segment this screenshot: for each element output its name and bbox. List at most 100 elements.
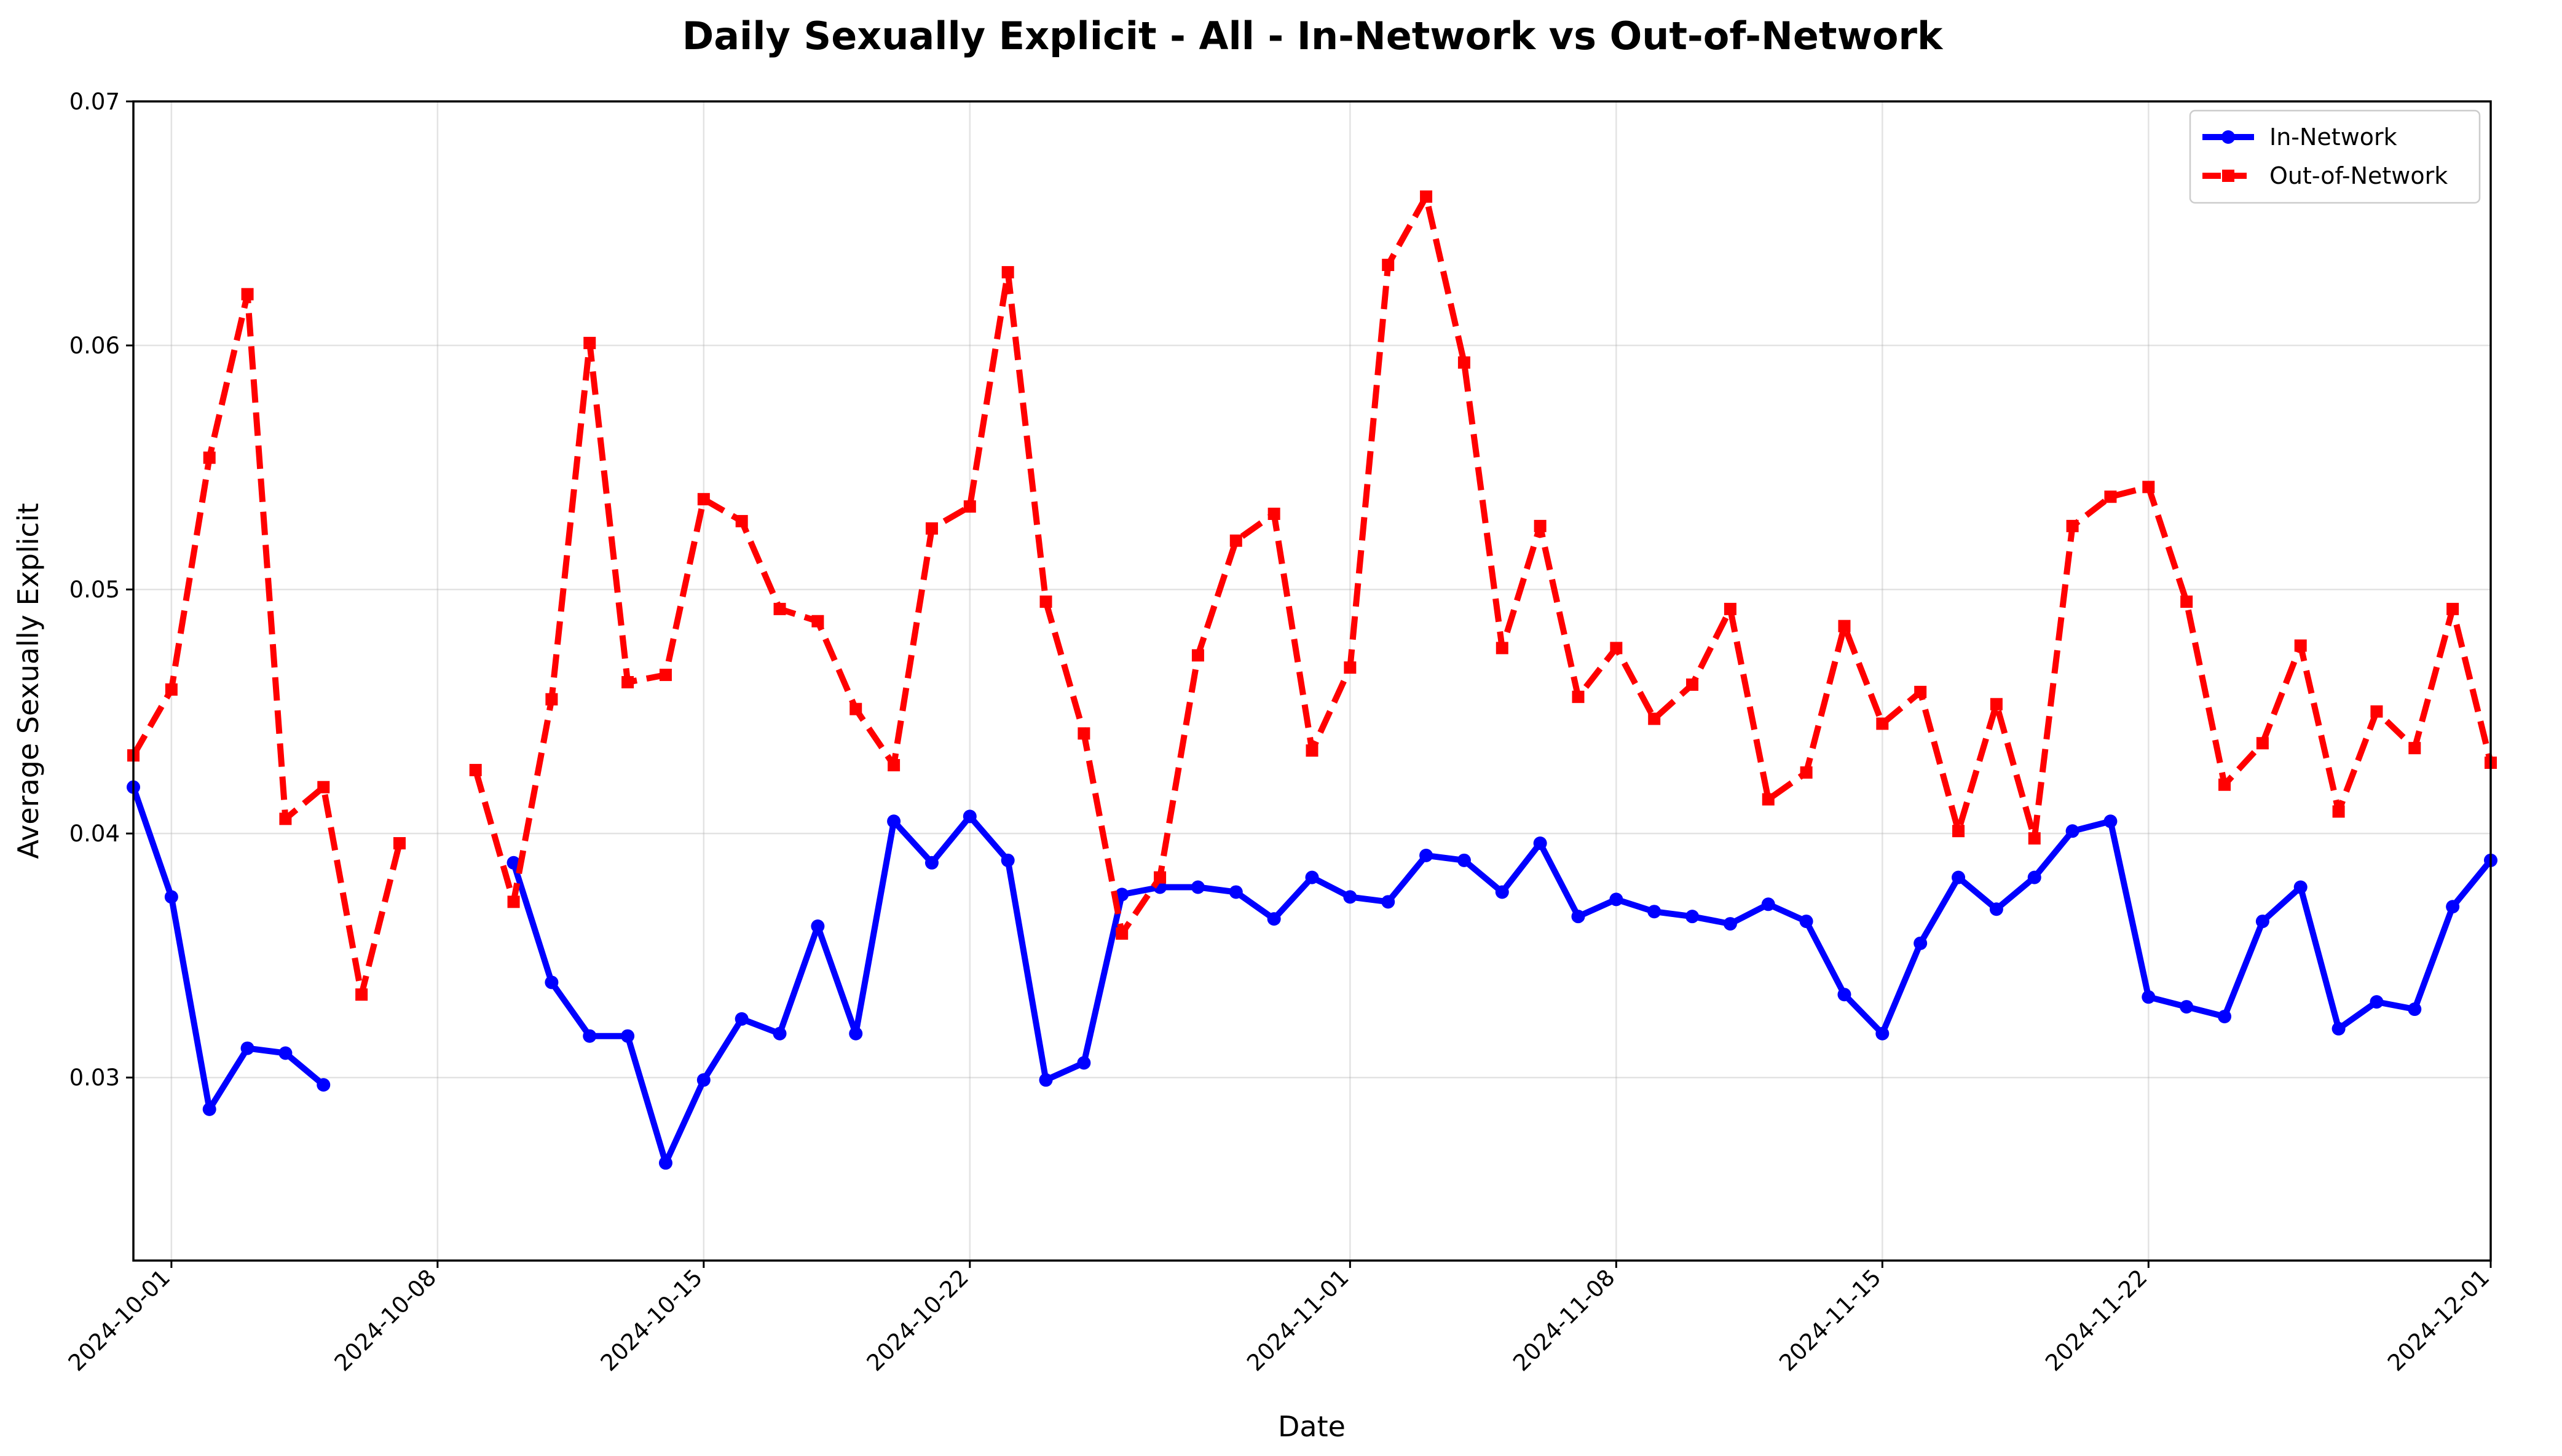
- data-point-out-of-network: [2294, 639, 2307, 652]
- data-point-in-network: [1647, 905, 1661, 919]
- data-point-out-of-network: [1496, 642, 1508, 655]
- data-point-in-network: [2293, 880, 2308, 894]
- data-point-in-network: [1457, 853, 1471, 867]
- data-point-in-network: [1989, 902, 2003, 916]
- y-tick-label: 0.03: [69, 1064, 120, 1091]
- data-point-out-of-network: [1800, 766, 1813, 779]
- data-point-in-network: [658, 1156, 672, 1170]
- data-point-out-of-network: [1306, 744, 1318, 757]
- series-line-in-network: [130, 784, 327, 1112]
- data-point-in-network: [924, 856, 939, 870]
- data-point-in-network: [1229, 885, 1243, 899]
- data-point-out-of-network: [241, 288, 254, 301]
- data-point-in-network: [811, 919, 825, 934]
- data-point-out-of-network: [621, 675, 634, 688]
- data-point-in-network: [202, 1102, 216, 1116]
- legend-marker-in-network: [2221, 130, 2235, 144]
- data-point-out-of-network: [1001, 266, 1014, 278]
- data-point-out-of-network: [279, 813, 292, 825]
- series-in-network: [127, 780, 2497, 1170]
- data-point-in-network: [849, 1026, 863, 1041]
- data-point-in-network: [1914, 936, 1928, 950]
- data-point-in-network: [2065, 824, 2079, 838]
- legend-label-in-network: In-Network: [2269, 124, 2397, 151]
- data-point-out-of-network: [1724, 602, 1736, 615]
- data-point-out-of-network: [2028, 832, 2041, 845]
- data-point-out-of-network: [2218, 778, 2231, 791]
- data-point-in-network: [1305, 870, 1319, 884]
- data-point-out-of-network: [1382, 259, 1395, 272]
- data-point-in-network: [2331, 1021, 2346, 1036]
- data-point-in-network: [1001, 853, 1015, 867]
- data-point-in-network: [963, 809, 977, 824]
- data-point-out-of-network: [1762, 793, 1775, 806]
- x-axis-label: Date: [1278, 1410, 1346, 1443]
- legend: In-Network Out-of-Network: [2189, 109, 2481, 204]
- data-point-in-network: [545, 975, 559, 990]
- data-point-in-network: [1723, 917, 1737, 931]
- data-point-out-of-network: [849, 702, 862, 715]
- data-point-in-network: [696, 1073, 711, 1087]
- data-point-in-network: [2027, 870, 2041, 884]
- data-point-out-of-network: [583, 337, 596, 350]
- data-point-out-of-network: [545, 693, 558, 706]
- data-point-out-of-network: [165, 683, 178, 696]
- data-point-in-network: [1419, 848, 1433, 862]
- data-point-in-network: [1952, 870, 1966, 884]
- data-point-out-of-network: [697, 493, 710, 506]
- data-point-in-network: [164, 890, 178, 904]
- y-tick-label: 0.04: [69, 820, 120, 847]
- data-point-in-network: [2142, 990, 2156, 1004]
- data-point-out-of-network: [203, 451, 216, 464]
- data-point-out-of-network: [2066, 519, 2079, 532]
- data-point-out-of-network: [507, 895, 520, 908]
- legend-label-out-of-network: Out-of-Network: [2269, 162, 2448, 189]
- data-point-out-of-network: [2180, 595, 2193, 608]
- chart-title: Daily Sexually Explicit - All - In-Netwo…: [682, 14, 1944, 58]
- data-point-in-network: [2370, 995, 2384, 1009]
- series-line-out-of-network: [130, 291, 403, 998]
- data-point-in-network: [773, 1026, 787, 1041]
- data-point-out-of-network: [1039, 595, 1052, 608]
- data-point-in-network: [1343, 890, 1357, 904]
- data-point-in-network: [1875, 1026, 1890, 1041]
- data-point-out-of-network: [2104, 490, 2117, 503]
- data-point-in-network: [1115, 887, 1129, 902]
- data-point-out-of-network: [963, 500, 976, 513]
- data-point-out-of-network: [1572, 690, 1585, 703]
- data-point-out-of-network: [1267, 508, 1280, 521]
- data-point-in-network: [1609, 892, 1623, 907]
- data-point-in-network: [1191, 880, 1205, 894]
- y-tick-label: 0.05: [69, 576, 120, 603]
- data-point-out-of-network: [1534, 519, 1547, 532]
- data-point-in-network: [1571, 910, 1585, 924]
- data-point-in-network: [887, 814, 901, 828]
- y-axis-label: Average Sexually Explicit: [12, 503, 45, 859]
- data-point-in-network: [1533, 836, 1547, 851]
- data-point-in-network: [1077, 1056, 1091, 1070]
- data-point-out-of-network: [1914, 685, 1927, 698]
- y-tick-label: 0.07: [69, 89, 120, 115]
- data-point-out-of-network: [925, 522, 938, 535]
- data-point-out-of-network: [1457, 356, 1470, 369]
- data-point-out-of-network: [1952, 825, 1965, 838]
- data-point-out-of-network: [469, 763, 482, 776]
- data-point-out-of-network: [1686, 678, 1699, 691]
- data-point-in-network: [1685, 910, 1700, 924]
- series-out-of-network: [127, 190, 2497, 1001]
- data-point-out-of-network: [811, 615, 824, 628]
- data-point-out-of-network: [888, 758, 901, 771]
- data-point-in-network: [1837, 988, 1851, 1002]
- data-point-in-network: [2103, 814, 2118, 828]
- data-point-in-network: [1381, 895, 1395, 909]
- data-point-in-network: [1799, 915, 1813, 929]
- data-point-out-of-network: [1876, 717, 1889, 730]
- data-point-out-of-network: [1116, 927, 1129, 940]
- data-point-out-of-network: [2370, 705, 2383, 718]
- legend-marker-out-of-network: [2222, 170, 2234, 182]
- legend-box: [2189, 109, 2481, 204]
- data-point-in-network: [1495, 885, 1509, 899]
- data-point-out-of-network: [735, 514, 748, 527]
